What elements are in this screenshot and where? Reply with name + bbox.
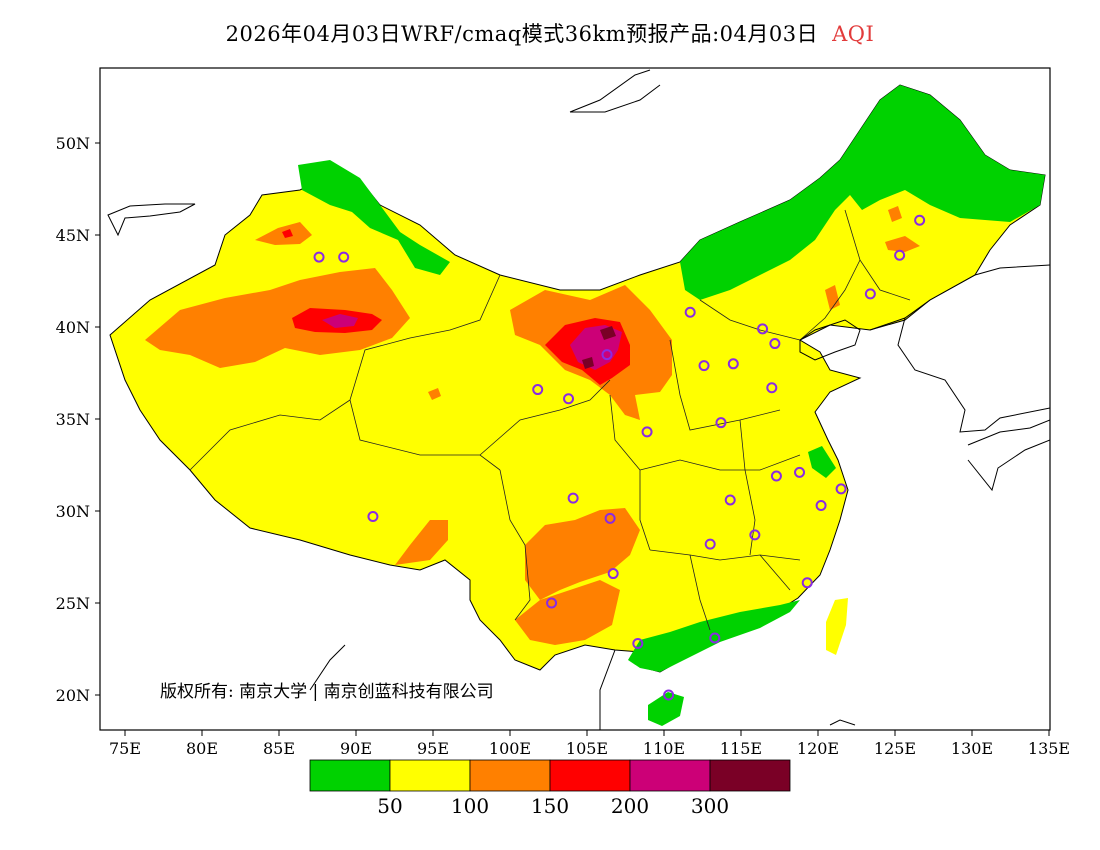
lon-tick-label: 135E: [1028, 739, 1070, 758]
light-zone-qinghai-spot: [428, 388, 441, 400]
site-marker: [632, 637, 644, 649]
lon-tick-label: 80E: [186, 739, 218, 758]
site-marker: [794, 466, 806, 478]
site-marker: [684, 306, 696, 318]
aqi-legend: 50 100 150 200 300: [309, 759, 791, 818]
title-main: 2026年04月03日WRF/cmaq模式36km预报产品:04月03日: [225, 22, 819, 46]
title-variable: AQI: [832, 22, 875, 46]
legend-threshold-label: 300: [691, 794, 729, 818]
light-zone-tibet-south: [395, 520, 448, 565]
legend-swatch-moderate: [389, 759, 471, 792]
light-zone-tarim: [145, 268, 410, 368]
lat-tick-label: 35N: [56, 410, 90, 429]
site-marker: [607, 568, 619, 580]
lon-tick-label: 115E: [720, 739, 762, 758]
site-marker: [727, 358, 739, 370]
legend-threshold-label: 150: [531, 794, 569, 818]
site-marker: [709, 632, 721, 644]
legend-threshold-label: 200: [611, 794, 649, 818]
copyright-text: 版权所有: 南京大学 | 南京创蓝科技有限公司: [160, 682, 494, 702]
site-marker: [532, 384, 544, 396]
site-marker: [801, 577, 813, 589]
hainan-island: [648, 692, 684, 726]
lon-tick-label: 110E: [643, 739, 685, 758]
site-marker: [766, 382, 778, 394]
site-marker: [338, 251, 350, 263]
site-marker: [815, 499, 827, 511]
lat-tick-label: 20N: [56, 686, 90, 705]
site-marker: [715, 417, 727, 429]
monitoring-sites: [313, 214, 926, 701]
good-zone-jiangsu: [808, 446, 836, 478]
lon-tick-label: 130E: [951, 739, 993, 758]
coastlines: [107, 69, 1050, 730]
province-boundaries: [189, 209, 911, 631]
site-marker: [313, 251, 325, 263]
lon-tick-label: 75E: [109, 739, 141, 758]
lon-tick-label: 105E: [566, 739, 608, 758]
light-zone-heilongjiang: [888, 206, 902, 222]
lat-tick-label: 50N: [56, 134, 90, 153]
lon-tick-label: 100E: [489, 739, 531, 758]
longitude-axis: 75E 80E 85E 90E 95E 100E 105E 110E 115E 120E 125E 1…: [109, 730, 1070, 758]
light-zone-jilin: [885, 236, 920, 252]
site-marker: [757, 323, 769, 335]
legend-swatch-medium: [549, 759, 631, 792]
site-marker: [724, 494, 736, 506]
latitude-axis: 20N 25N 30N 35N 40N 45N 50N: [56, 134, 100, 705]
legend-swatch-heavy: [629, 759, 711, 792]
legend-threshold-label: 50: [377, 794, 402, 818]
site-marker: [914, 214, 926, 226]
lat-tick-label: 25N: [56, 594, 90, 613]
good-zone-altai: [298, 160, 450, 275]
legend-threshold-label: 100: [451, 794, 489, 818]
map-title: 2026年04月03日WRF/cmaq模式36km预报产品:04月03日 AQI: [0, 18, 1100, 48]
heavy-zone-taklamakan: [322, 314, 358, 328]
lon-tick-label: 85E: [263, 739, 295, 758]
plot-frame: [99, 67, 1051, 731]
legend-swatch-severe: [709, 759, 791, 792]
light-zone-sichuan: [525, 508, 640, 600]
lat-tick-label: 40N: [56, 318, 90, 337]
lon-tick-label: 95E: [417, 739, 449, 758]
site-marker: [864, 288, 876, 300]
legend-swatch-light: [469, 759, 551, 792]
lon-tick-label: 125E: [874, 739, 916, 758]
site-marker: [604, 512, 616, 524]
lat-tick-label: 30N: [56, 502, 90, 521]
medium-zone-xinjiang-spot: [282, 229, 293, 238]
good-zone-south-coast: [628, 600, 800, 672]
site-marker: [769, 338, 781, 350]
taiwan-island: [826, 598, 848, 655]
site-marker: [770, 470, 782, 482]
site-marker: [835, 483, 847, 495]
map-plot-area: [107, 69, 1050, 730]
good-zone-northeast: [680, 85, 1045, 300]
lat-tick-label: 45N: [56, 226, 90, 245]
site-marker: [367, 511, 379, 523]
site-marker: [663, 689, 675, 701]
severe-spot-wuhai: [582, 357, 594, 369]
site-marker: [894, 249, 906, 261]
site-marker: [749, 529, 761, 541]
severe-spot-yinchuan: [600, 326, 616, 340]
site-marker: [698, 360, 710, 372]
site-marker: [601, 349, 613, 361]
light-zone-liaoning: [825, 285, 840, 310]
site-marker: [567, 492, 579, 504]
site-marker: [563, 393, 575, 405]
lon-tick-label: 90E: [340, 739, 372, 758]
light-zone-yunnan: [515, 580, 620, 645]
site-marker: [641, 426, 653, 438]
legend-swatch-good: [309, 759, 391, 792]
site-marker: [546, 597, 558, 609]
lon-tick-label: 120E: [797, 739, 839, 758]
site-marker: [704, 538, 716, 550]
